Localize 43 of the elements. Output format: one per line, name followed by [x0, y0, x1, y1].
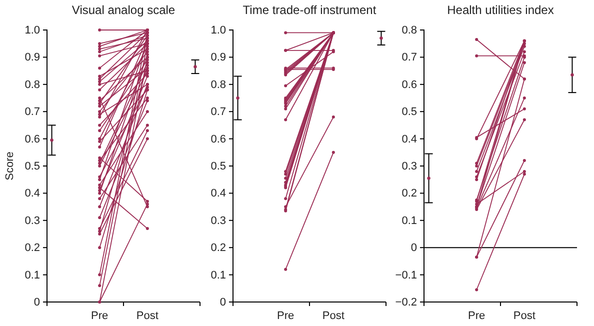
y-tick-label: 0.6 — [210, 133, 226, 146]
y-tick-label: −0.1 — [395, 269, 417, 282]
y-tick-label: 0.5 — [402, 106, 417, 118]
y-tick-label: 0.4 — [210, 188, 226, 200]
y-tick-label: 0.9 — [210, 52, 226, 64]
y-tick-label: 0.2 — [402, 188, 417, 200]
y-tick-label: 0.3 — [210, 214, 226, 227]
y-tick-label: 0.5 — [210, 160, 226, 173]
y-tick-label: 0.3 — [402, 160, 417, 173]
chart-title: Time trade-off instrument — [242, 3, 377, 17]
y-tick-label: 0.1 — [24, 269, 40, 282]
y-tick-label: 0.8 — [402, 24, 417, 37]
y-tick-label: 1.0 — [210, 24, 226, 37]
y-tick-label: 0.4 — [402, 133, 417, 146]
y-tick-label: 0.2 — [210, 242, 226, 254]
y-tick-label: 0.6 — [24, 133, 40, 146]
y-tick-label: 0.8 — [24, 78, 40, 91]
x-tick-label: Post — [322, 310, 344, 322]
y-tick-label: 0.8 — [210, 78, 226, 91]
y-tick-label: −0.2 — [395, 296, 417, 309]
y-tick-label: 0.1 — [402, 214, 417, 227]
y-tick-label: 0.5 — [24, 160, 40, 173]
y-tick-label: 0.7 — [210, 106, 226, 118]
chart-title: Visual analog scale — [72, 3, 176, 17]
y-axis-title: Score — [4, 152, 16, 180]
y-tick-label: 0.4 — [24, 188, 40, 200]
y-tick-label: 0 — [220, 296, 226, 309]
x-tick-label: Post — [136, 310, 158, 322]
y-tick-label: 1.0 — [24, 24, 40, 37]
x-tick-label: Pre — [468, 310, 486, 322]
y-tick-label: 0.7 — [402, 52, 417, 64]
y-tick-label: 0.6 — [402, 78, 417, 91]
y-tick-label: 0.3 — [24, 214, 40, 227]
x-tick-label: Post — [513, 310, 536, 322]
y-tick-label: 0.7 — [24, 106, 40, 118]
chart-title: Health utilities index — [447, 3, 554, 17]
y-tick-label: 0.2 — [24, 242, 40, 254]
y-tick-label: 0.9 — [24, 52, 40, 64]
y-tick-label: 0.1 — [210, 269, 226, 282]
x-tick-label: Pre — [277, 310, 294, 322]
y-tick-label: 0 — [34, 296, 40, 309]
y-tick-label: 0 — [410, 242, 417, 254]
x-tick-label: Pre — [91, 310, 108, 322]
